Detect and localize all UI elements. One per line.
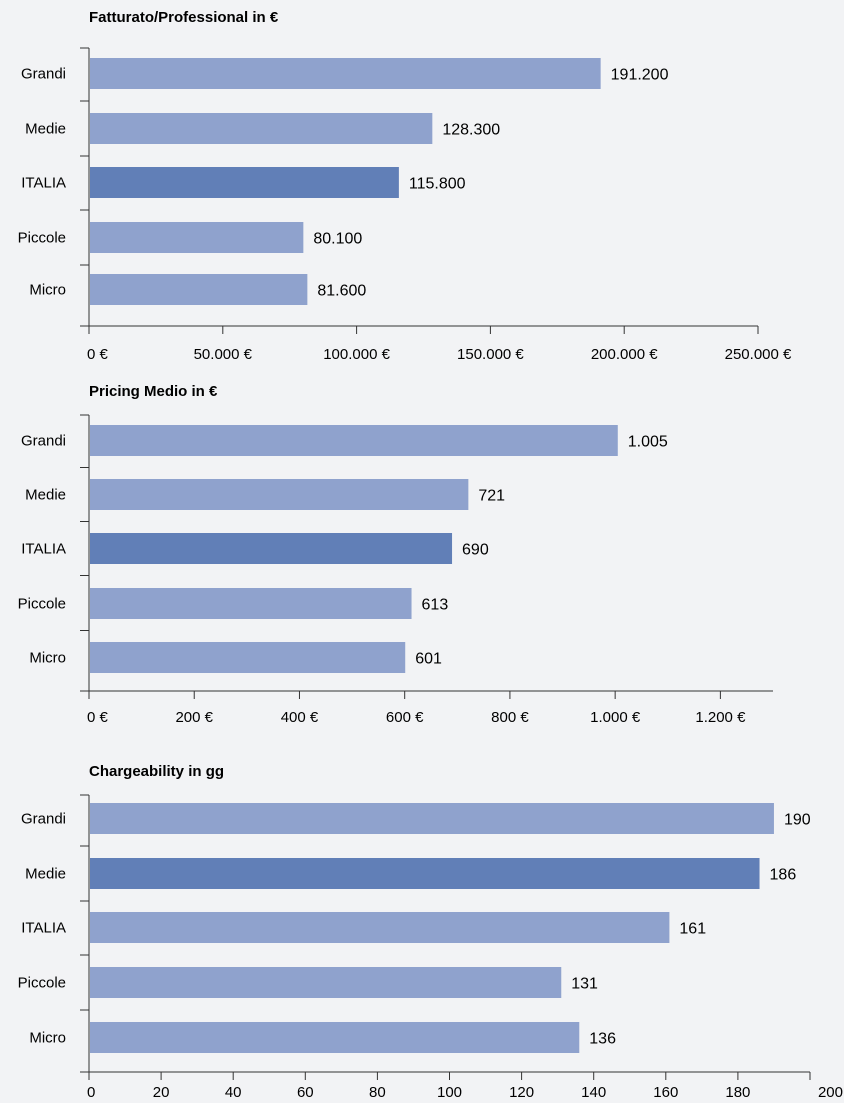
bar-medie [90, 479, 469, 510]
bar-piccole [90, 222, 304, 253]
chart-title: Pricing Medio in € [89, 383, 218, 400]
category-label: Piccole [18, 596, 66, 613]
x-tick-label: 40 [225, 1084, 242, 1101]
chart-1: Fatturato/Professional in € Grandi 191.200… [18, 9, 792, 363]
category-label: Piccole [18, 230, 66, 247]
bar-micro [90, 274, 308, 305]
category-label: ITALIA [21, 541, 66, 558]
x-tick-label: 1.000 € [590, 709, 641, 726]
x-tick-label: 800 € [491, 709, 529, 726]
x-tick-label: 60 [297, 1084, 314, 1101]
value-label: 128.300 [442, 122, 500, 139]
value-label: 191.200 [611, 67, 669, 84]
category-label: Grandi [21, 66, 66, 83]
value-label: 186 [770, 867, 797, 884]
value-label: 690 [462, 542, 489, 559]
bar-italia [90, 167, 399, 198]
category-label: Piccole [18, 975, 66, 992]
bar-italia [90, 533, 453, 564]
x-tick-label: 180 [725, 1084, 750, 1101]
value-label: 613 [422, 597, 449, 614]
x-tick-label: 0 [87, 1084, 95, 1101]
bar-grandi [90, 58, 601, 89]
x-tick-label: 150.000 € [457, 346, 524, 363]
x-tick-label: 200.000 € [591, 346, 658, 363]
x-tick-label: 200 € [175, 709, 213, 726]
x-tick-label: 80 [369, 1084, 386, 1101]
x-tick-label: 100 [437, 1084, 462, 1101]
x-tick-label: 140 [581, 1084, 606, 1101]
bar-grandi [90, 803, 774, 834]
x-tick-label: 160 [653, 1084, 678, 1101]
category-label: Medie [25, 487, 66, 504]
category-label: Grandi [21, 811, 66, 828]
category-label: Medie [25, 866, 66, 883]
chart-title: Chargeability in gg [89, 763, 224, 780]
chart-2: Pricing Medio in € Grandi 1.005 Medie 721 ITA… [18, 383, 773, 726]
value-label: 131 [571, 976, 598, 993]
chart-3: Chargeability in gg Grandi 190 Medie 186 ITAL… [18, 763, 843, 1101]
x-tick-label: 250.000 € [725, 346, 792, 363]
x-tick-label: 0 € [87, 709, 109, 726]
value-label: 136 [589, 1031, 616, 1048]
value-label: 1.005 [628, 434, 668, 451]
x-tick-label: 600 € [386, 709, 424, 726]
bar-grandi [90, 425, 618, 456]
value-label: 161 [679, 921, 706, 938]
bar-medie [90, 113, 433, 144]
category-label: Medie [25, 121, 66, 138]
x-tick-label: 400 € [281, 709, 319, 726]
bar-piccole [90, 588, 412, 619]
x-tick-label: 200 [818, 1084, 843, 1101]
value-label: 601 [415, 651, 442, 668]
bar-micro [90, 642, 406, 673]
category-label: Micro [29, 1030, 66, 1047]
category-label: ITALIA [21, 175, 66, 192]
x-tick-label: 0 € [87, 346, 109, 363]
x-tick-label: 20 [153, 1084, 170, 1101]
bar-italia [90, 912, 670, 943]
bar-medie [90, 858, 760, 889]
chart-title: Fatturato/Professional in € [89, 9, 279, 26]
bar-piccole [90, 967, 562, 998]
x-tick-label: 50.000 € [194, 346, 253, 363]
value-label: 721 [478, 488, 505, 505]
x-tick-label: 100.000 € [323, 346, 390, 363]
x-tick-label: 120 [509, 1084, 534, 1101]
category-label: ITALIA [21, 920, 66, 937]
value-label: 190 [784, 812, 811, 829]
category-label: Micro [29, 650, 66, 667]
category-label: Micro [29, 282, 66, 299]
value-label: 80.100 [313, 231, 362, 248]
value-label: 115.800 [409, 176, 466, 193]
x-tick-label: 1.200 € [695, 709, 746, 726]
bar-micro [90, 1022, 580, 1053]
category-label: Grandi [21, 433, 66, 450]
value-label: 81.600 [317, 283, 366, 300]
